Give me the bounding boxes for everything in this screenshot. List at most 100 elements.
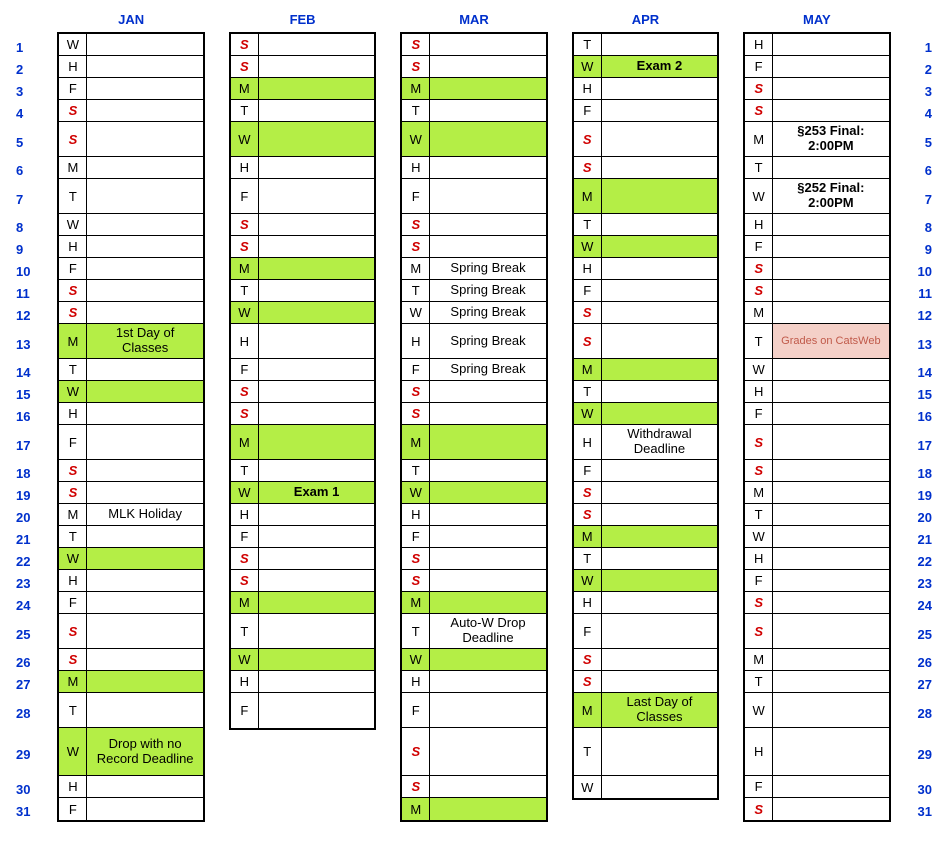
empty-event-cell [602,34,717,55]
weekday-cell: S [402,34,430,55]
empty-event-cell [259,100,374,121]
weekday-cell: M [59,157,87,178]
weekday-cell: W [231,649,259,670]
month-column-jan: JANWHFSSMTWHFSSM1st Day of ClassesTWHFSS… [57,7,204,823]
weekday-cell: W [402,649,430,670]
empty-event-cell [259,504,374,525]
calendar-row: M [745,302,888,324]
weekday-cell: F [231,693,259,728]
weekday-cell: H [574,592,602,613]
calendar-row: H [745,214,888,236]
calendar-row: S [745,592,888,614]
calendar-row: S [745,78,888,100]
empty-event-cell [259,236,374,257]
calendar-row: F [59,798,202,820]
empty-event-cell [259,548,374,569]
weekday-cell: H [745,728,773,775]
day-number: 26 [903,652,938,674]
calendar-row: H [745,34,888,56]
empty-event-cell [773,570,888,591]
weekday-cell: W [745,693,773,727]
calendar-row: S [402,236,545,258]
empty-event-cell [430,214,545,235]
weekday-cell: H [402,324,430,358]
weekday-cell: F [745,403,773,424]
weekday-cell: W [574,403,602,424]
calendar-row: H [574,592,717,614]
day-number-column-right: 1234567891011121314151617181920212223242… [903,7,938,823]
empty-event-cell [430,157,545,178]
day-number: 4 [903,103,938,125]
calendar-row: F [402,693,545,728]
calendar-row: S [231,214,374,236]
calendar-row: HSpring Break [402,324,545,359]
empty-event-cell [87,403,202,424]
day-number: 24 [10,595,45,617]
empty-event-cell [602,776,717,798]
empty-event-cell [430,504,545,525]
weekday-cell: W [574,56,602,77]
weekday-cell: F [402,693,430,727]
calendar-row: T [745,671,888,693]
calendar-row: S [574,649,717,671]
empty-event-cell [259,157,374,178]
event-cell: Exam 1 [259,482,374,503]
calendar-row: H [745,381,888,403]
empty-event-cell [602,614,717,648]
empty-event-cell [430,592,545,613]
calendar-row: H [59,570,202,592]
day-number: 3 [903,81,938,103]
calendar-row: WExam 2 [574,56,717,78]
calendar-row: S [59,460,202,482]
empty-event-cell [773,78,888,99]
calendar-row: M [59,157,202,179]
calendar-row: F [402,179,545,214]
weekday-cell: H [745,381,773,402]
empty-event-cell [430,56,545,77]
empty-event-cell [773,504,888,525]
day-number: 31 [10,801,45,823]
event-cell: Spring Break [430,302,545,323]
calendar-row: S [59,614,202,649]
weekday-cell: W [402,122,430,156]
calendar-row: S [231,381,374,403]
empty-event-cell [87,649,202,670]
empty-event-cell [87,214,202,235]
day-number: 2 [10,59,45,81]
calendar-row: S [574,157,717,179]
calendar-row: S [745,258,888,280]
month-title: MAR [400,7,547,32]
calendar-row: M [745,649,888,671]
weekday-cell: F [574,614,602,648]
day-number: 30 [903,779,938,801]
calendar-row: HWithdrawal Deadline [574,425,717,460]
weekday-cell: T [231,280,259,301]
empty-event-cell [87,548,202,569]
weekday-cell: S [574,649,602,670]
day-number: 9 [903,239,938,261]
calendar-row: T [231,280,374,302]
weekday-cell: H [402,157,430,178]
day-number: 23 [903,573,938,595]
day-number: 28 [903,696,938,731]
day-number: 22 [903,551,938,573]
empty-event-cell [259,56,374,77]
calendar-row: H [745,728,888,776]
calendar-row: S [231,403,374,425]
empty-event-cell [259,381,374,402]
weekday-cell: S [59,614,87,648]
calendar-row: H [231,504,374,526]
weekday-cell: W [59,728,87,775]
empty-event-cell [773,381,888,402]
empty-event-cell [430,179,545,213]
weekday-cell: M [402,78,430,99]
weekday-cell: W [745,179,773,213]
weekday-cell: S [59,122,87,156]
calendar-row: W [59,381,202,403]
empty-event-cell [87,425,202,459]
empty-event-cell [430,403,545,424]
day-number: 31 [903,801,938,823]
calendar-row: W [745,526,888,548]
weekday-cell: S [402,56,430,77]
weekday-cell: T [745,324,773,358]
